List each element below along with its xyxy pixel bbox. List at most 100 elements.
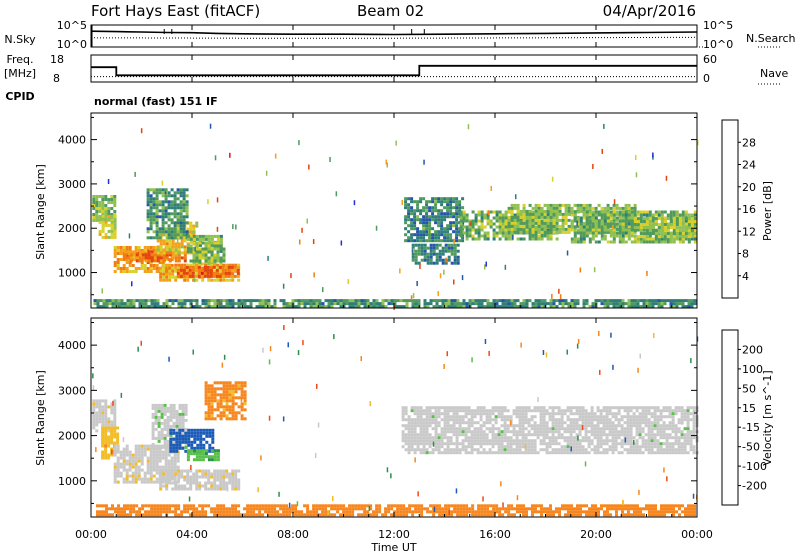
heatmap-cell	[134, 480, 138, 484]
heatmap-cell	[467, 439, 471, 443]
heatmap-cell	[539, 415, 543, 419]
heatmap-cell	[404, 200, 408, 204]
heatmap-cell	[551, 430, 555, 434]
heatmap-cell	[582, 225, 586, 229]
heatmap-cell	[212, 274, 216, 278]
heatmap-cell	[113, 204, 117, 207]
heatmap-cell	[149, 236, 153, 240]
heatmap-cell	[288, 302, 292, 306]
heatmap-cell	[135, 253, 139, 257]
heatmap-cell	[444, 299, 448, 303]
heatmap-cell	[581, 439, 585, 443]
heatmap-cell	[545, 448, 549, 452]
heatmap-speckle	[579, 267, 582, 273]
heatmap-cell	[627, 210, 631, 214]
heatmap-cell	[231, 414, 235, 418]
heatmap-cell	[624, 219, 628, 223]
heatmap-cell	[593, 430, 597, 434]
heatmap-cell	[422, 221, 426, 225]
heatmap-cell	[179, 236, 183, 240]
heatmap-cell	[152, 212, 156, 216]
heatmap-cell	[189, 484, 193, 488]
heatmap-cell	[507, 302, 511, 306]
heatmap-cell	[222, 250, 226, 254]
heatmap-cell	[213, 381, 217, 385]
heatmap-cell	[156, 305, 160, 309]
heatmap-cell	[146, 456, 150, 460]
heatmap-cell	[449, 200, 453, 204]
heatmap-cell	[357, 299, 361, 303]
heatmap-cell	[183, 305, 187, 309]
heatmap-cell	[422, 409, 426, 413]
heatmap-cell	[101, 399, 105, 403]
heatmap-cell	[132, 302, 136, 306]
heatmap-cell	[179, 233, 183, 237]
heatmap-cell	[422, 445, 426, 449]
heatmap-cell	[521, 412, 525, 416]
heatmap-cell	[101, 435, 105, 439]
heatmap-cell	[210, 253, 214, 257]
heatmap-cell	[219, 256, 223, 260]
heatmap-cell	[216, 250, 220, 254]
heatmap-cell	[510, 218, 514, 222]
heatmap-cell	[470, 430, 474, 434]
heatmap-cell	[609, 206, 613, 210]
heatmap-cell	[179, 203, 183, 207]
heatmap-cell	[534, 299, 538, 303]
heatmap-cell	[623, 430, 627, 434]
heatmap-cell	[407, 448, 411, 452]
heatmap-cell	[546, 228, 550, 232]
heatmap-cell	[603, 225, 607, 229]
heatmap-cell	[177, 242, 181, 246]
heatmap-cell	[419, 212, 423, 216]
heatmap-cell	[252, 299, 256, 303]
heatmap-cell	[443, 406, 447, 410]
heatmap-cell	[536, 409, 540, 413]
heatmap-cell	[456, 305, 460, 309]
heatmap-cell	[178, 403, 182, 407]
heatmap-cell	[434, 218, 438, 222]
heatmap-cell	[540, 215, 544, 219]
heatmap-cell	[113, 198, 117, 201]
heatmap-cell	[488, 451, 492, 455]
heatmap-cell	[648, 223, 652, 227]
heatmap-cell	[581, 406, 585, 410]
heatmap-cell	[201, 234, 205, 238]
heatmap-cell	[401, 430, 405, 434]
heatmap-cell	[522, 224, 526, 228]
heatmap-cell	[425, 424, 429, 428]
heatmap-speckle	[209, 123, 212, 129]
heatmap-cell	[231, 396, 235, 400]
heatmap-cell	[171, 242, 175, 246]
heatmap-cell	[195, 449, 199, 453]
heatmap-speckle	[290, 273, 292, 279]
heatmap-cell	[407, 436, 411, 440]
heatmap-cell	[175, 418, 179, 422]
heatmap-cell	[621, 222, 625, 226]
heatmap-cell	[419, 409, 423, 413]
heatmap-cell	[623, 409, 627, 413]
heatmap-cell	[104, 435, 108, 439]
heatmap-cell	[654, 237, 658, 241]
heatmap-cell	[635, 430, 639, 434]
heatmap-cell	[184, 427, 188, 431]
heatmap-cell	[378, 305, 382, 309]
heatmap-cell	[678, 226, 682, 230]
heatmap-cell	[455, 406, 459, 410]
heatmap-cell	[98, 204, 102, 207]
heatmap-cell	[663, 226, 667, 230]
heatmap-cell	[594, 234, 598, 238]
heatmap-cell	[210, 408, 214, 412]
heatmap-cell	[615, 218, 619, 222]
heatmap-cell	[282, 305, 286, 309]
heatmap-cell	[180, 475, 184, 479]
heatmap-cell	[549, 203, 553, 207]
heatmap-cell	[411, 252, 415, 256]
heatmap-cell	[524, 427, 528, 431]
heatmap-cell	[627, 224, 631, 228]
heatmap-cell	[587, 436, 591, 440]
heatmap-cell	[413, 215, 417, 219]
heatmap-cell	[630, 210, 634, 214]
heatmap-cell	[477, 225, 481, 229]
